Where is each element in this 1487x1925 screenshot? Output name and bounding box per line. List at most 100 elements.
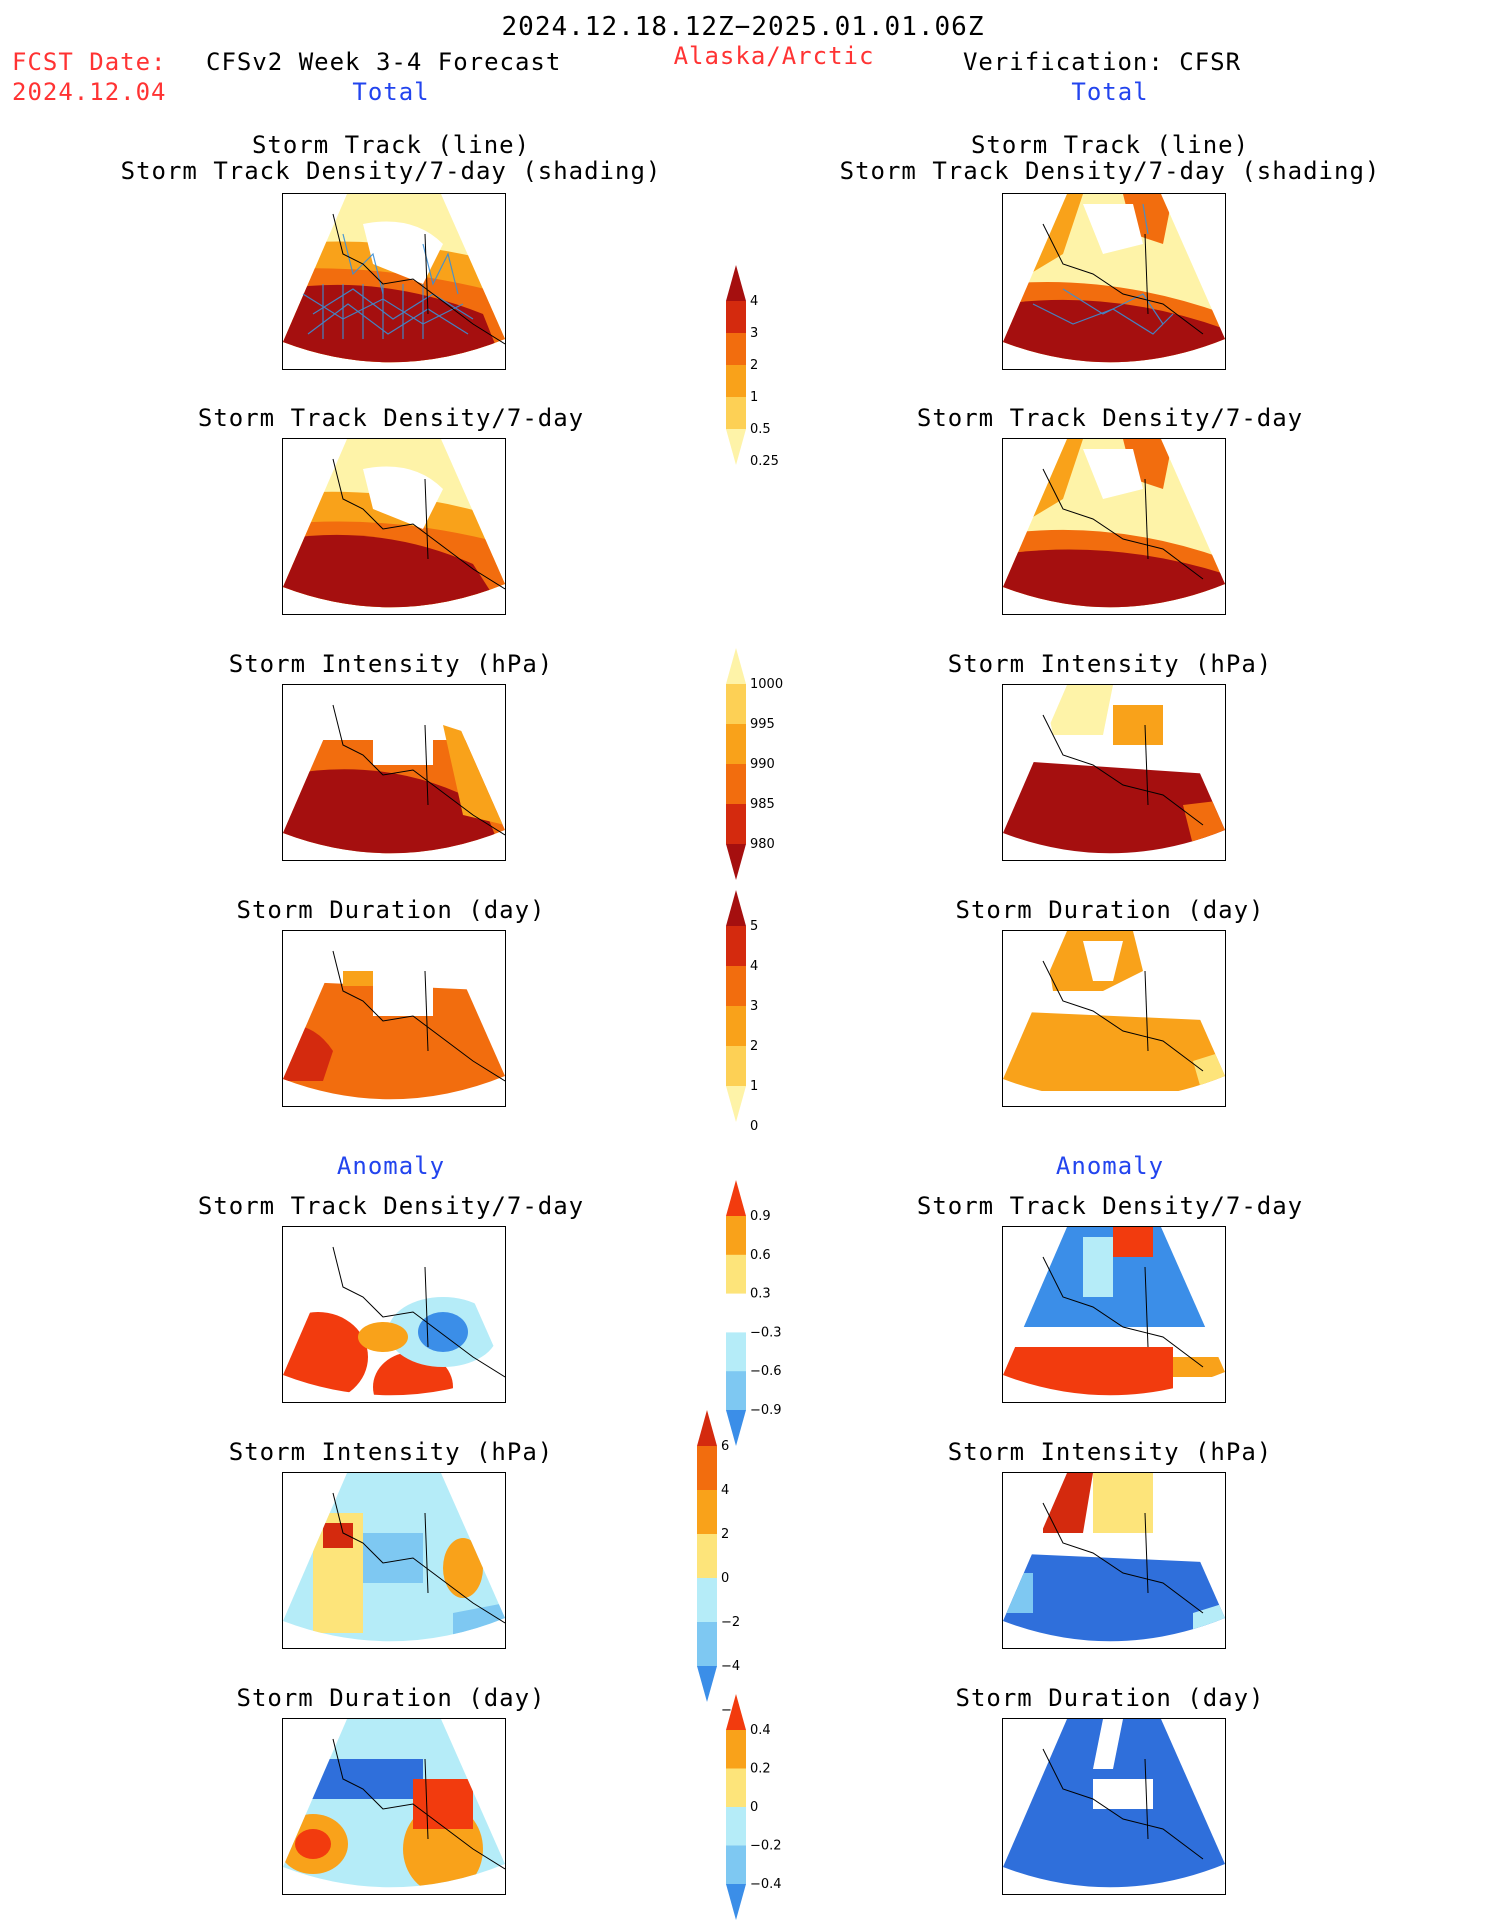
- duration-colorbar-label: 3: [750, 999, 758, 1014]
- intensity_anom-colorbar-label: −4: [721, 1659, 740, 1674]
- density_anom-colorbar-segment: [726, 1332, 746, 1372]
- duration-colorbar-bottom-triangle: [726, 1086, 746, 1122]
- map-intensity-anom-left: [282, 1472, 506, 1649]
- panel-title-duration-left: Storm Duration (day): [236, 896, 546, 924]
- panel-title-intensity-anom-left: Storm Intensity (hPa): [228, 1438, 554, 1466]
- duration-colorbar-label: 5: [750, 919, 758, 934]
- density-colorbar-label: 3: [750, 326, 758, 341]
- intensity-colorbar-label: 1000: [750, 677, 783, 692]
- duration_anom-colorbar-segment: [726, 1845, 746, 1885]
- density_anom-colorbar-top-triangle: [726, 1180, 746, 1216]
- intensity-colorbar-bottom-triangle: [726, 844, 746, 880]
- intensity-colorbar-svg: 1000 995 990 985 980: [726, 648, 783, 880]
- panel-title-track-line-left: Storm Track (line): [251, 131, 531, 159]
- duration-colorbar-top-triangle: [726, 890, 746, 926]
- panel-title-duration-anom-left: Storm Duration (day): [236, 1684, 546, 1712]
- density_anom-colorbar-segment: [726, 1293, 746, 1333]
- density-colorbar-label: 0.25: [750, 454, 779, 469]
- duration-colorbar-segment: [726, 1046, 746, 1087]
- density_anom-colorbar-bottom-triangle: [726, 1410, 746, 1446]
- density_anom-colorbar-segment: [726, 1254, 746, 1295]
- duration-colorbar-label: 2: [750, 1039, 758, 1054]
- intensity_anom-colorbar-segment: [697, 1490, 717, 1535]
- colorbar-density-anomaly: 0.9 0.6 0.3 −0.3 −0.6 −0.9: [726, 1180, 796, 1446]
- map-intensity-right: [1002, 684, 1226, 861]
- intensity_anom-colorbar-label: −2: [721, 1615, 740, 1630]
- panel-title-density-anom-left: Storm Track Density/7-day: [197, 1192, 585, 1220]
- fcst-date-value: 2024.12.04: [12, 78, 167, 106]
- intensity-colorbar-segment: [726, 724, 746, 765]
- intensity_anom-colorbar-bottom-triangle: [697, 1666, 717, 1702]
- duration-colorbar-segment: [726, 966, 746, 1007]
- intensity-colorbar-label: 995: [750, 717, 775, 732]
- density-colorbar-segment: [726, 333, 746, 366]
- panel-title-density-left: Storm Track Density/7-day: [197, 404, 585, 432]
- intensity_anom-colorbar-label: 4: [721, 1483, 729, 1498]
- density-colorbar-top-triangle: [726, 265, 746, 301]
- intensity-colorbar-segment: [726, 804, 746, 845]
- density-colorbar-label: 1: [750, 390, 758, 405]
- map-density-left: [282, 438, 506, 615]
- map-density-right: [1002, 438, 1226, 615]
- map-track-left: [282, 193, 506, 370]
- density-colorbar-label: 2: [750, 358, 758, 373]
- duration_anom-colorbar-label: −0.2: [750, 1839, 782, 1854]
- intensity-colorbar-segment: [726, 764, 746, 805]
- region-label: Alaska/Arctic: [673, 42, 875, 70]
- duration-colorbar-label: 0: [750, 1119, 758, 1134]
- intensity_anom-colorbar-top-triangle: [697, 1410, 717, 1446]
- panel-title-density-anom-right: Storm Track Density/7-day: [916, 1192, 1304, 1220]
- density-colorbar-label: 0.5: [750, 422, 771, 437]
- colorbar-duration: 5 4 3 2 1 0: [726, 890, 796, 1134]
- date-range: 2024.12.18.12Z−2025.01.01.06Z: [501, 12, 985, 42]
- intensity-colorbar-label: 980: [750, 837, 775, 852]
- duration-colorbar-segment: [726, 926, 746, 967]
- intensity_anom-colorbar-segment: [697, 1622, 717, 1667]
- map-duration-anom-right: [1002, 1718, 1226, 1895]
- density_anom-colorbar-label: 0.9: [750, 1209, 771, 1224]
- density-colorbar-bottom-triangle: [726, 429, 746, 465]
- duration_anom-colorbar-segment: [726, 1730, 746, 1769]
- intensity_anom-colorbar-segment: [697, 1446, 717, 1491]
- panel-title-duration-anom-right: Storm Duration (day): [955, 1684, 1265, 1712]
- intensity_anom-colorbar-label: 6: [721, 1439, 729, 1454]
- panel-title-duration-right: Storm Duration (day): [955, 896, 1265, 924]
- panel-title-intensity-right: Storm Intensity (hPa): [947, 650, 1273, 678]
- panel-title-track-shading-right: Storm Track Density/7-day (shading): [839, 157, 1381, 185]
- density_anom-colorbar-label: 0.6: [750, 1248, 771, 1263]
- map-duration-left: [282, 930, 506, 1107]
- left-total-label: Total: [352, 78, 430, 106]
- left-anomaly-label: Anomaly: [336, 1152, 446, 1180]
- intensity-colorbar-top-triangle: [726, 648, 746, 684]
- map-intensity-left: [282, 684, 506, 861]
- panel-title-density-right: Storm Track Density/7-day: [916, 404, 1304, 432]
- intensity-colorbar-label: 985: [750, 797, 775, 812]
- duration-colorbar-label: 4: [750, 959, 758, 974]
- panel-title-intensity-left: Storm Intensity (hPa): [228, 650, 554, 678]
- density_anom-colorbar-svg: 0.9 0.6 0.3 −0.3 −0.6 −0.9: [726, 1180, 782, 1446]
- density-colorbar-segment: [726, 397, 746, 430]
- duration_anom-colorbar-top-triangle: [726, 1694, 746, 1730]
- panel-title-track-line-right: Storm Track (line): [970, 131, 1250, 159]
- density-colorbar-segment: [726, 365, 746, 398]
- intensity_anom-colorbar-label: 2: [721, 1527, 729, 1542]
- density_anom-colorbar-segment: [726, 1216, 746, 1256]
- colorbar-intensity: 1000 995 990 985 980: [726, 648, 796, 880]
- duration_anom-colorbar-svg: 0.4 0.2 0 −0.2 −0.4: [726, 1694, 782, 1920]
- density-colorbar-segment: [726, 301, 746, 334]
- right-anomaly-label: Anomaly: [1055, 1152, 1165, 1180]
- intensity_anom-colorbar-segment: [697, 1578, 717, 1623]
- duration_anom-colorbar-label: 0.4: [750, 1723, 771, 1738]
- colorbar-density: 4 3 2 1 0.5 0.25: [726, 265, 796, 469]
- density_anom-colorbar-label: −0.3: [750, 1325, 782, 1340]
- colorbar-duration-anomaly: 0.4 0.2 0 −0.2 −0.4: [726, 1694, 796, 1920]
- density-colorbar-label: 4: [750, 294, 758, 309]
- panel-title-track-shading-left: Storm Track Density/7-day (shading): [120, 157, 662, 185]
- duration_anom-colorbar-label: 0.2: [750, 1762, 771, 1777]
- duration-colorbar-label: 1: [750, 1079, 758, 1094]
- map-intensity-anom-right: [1002, 1472, 1226, 1649]
- panel-title-intensity-anom-right: Storm Intensity (hPa): [947, 1438, 1273, 1466]
- fcst-date-label: FCST Date:: [12, 48, 167, 76]
- map-duration-right: [1002, 930, 1226, 1107]
